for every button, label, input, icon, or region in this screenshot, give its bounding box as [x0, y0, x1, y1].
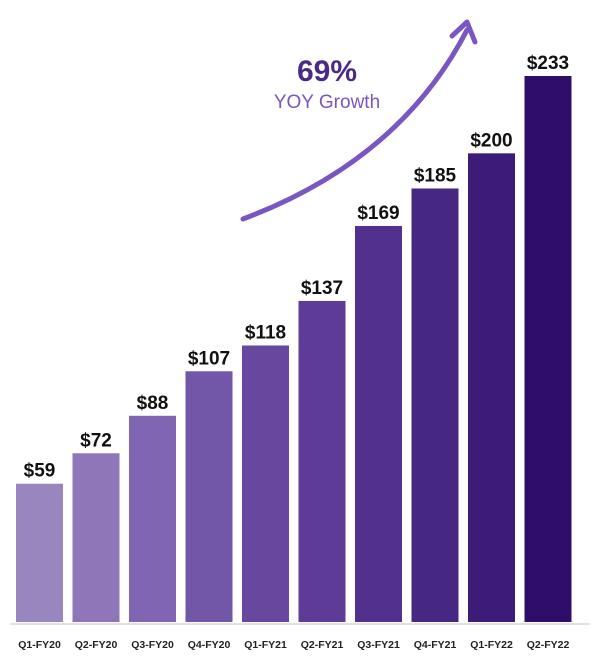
- growth-percent: 69%: [297, 55, 357, 88]
- value-label: $137: [301, 278, 343, 299]
- bar-q4-fy20: [185, 371, 233, 622]
- value-label: $107: [188, 348, 230, 369]
- value-label: $118: [245, 322, 286, 343]
- bar-q1-fy22: [468, 153, 515, 622]
- category-label: Q2-FY22: [527, 639, 570, 651]
- bar-q3-fy21: [355, 225, 402, 622]
- value-label: $233: [527, 53, 569, 74]
- category-label: Q1-FY20: [18, 639, 61, 651]
- value-label: $59: [24, 461, 56, 482]
- value-label: $200: [470, 130, 512, 151]
- growth-label: YOY Growth: [274, 92, 380, 113]
- bar-q2-fy20: [72, 453, 120, 622]
- bar-q4-fy21: [411, 188, 459, 622]
- category-label: Q1-FY21: [244, 639, 287, 651]
- category-label: Q1-FY22: [470, 639, 513, 651]
- value-label: $169: [357, 203, 399, 224]
- category-label: Q2-FY21: [301, 639, 344, 651]
- category-label: Q2-FY20: [75, 639, 118, 651]
- bar-q1-fy21: [242, 345, 289, 622]
- bar-q1-fy20: [16, 483, 63, 622]
- value-labels-group: $59 $72 $88 $107 $118 $137 $169 $185 $200 $233: [24, 53, 569, 482]
- growth-arrow-icon: [240, 27, 470, 222]
- category-label: Q4-FY20: [188, 639, 231, 651]
- value-label: $72: [80, 430, 112, 451]
- arrowhead-icon: [449, 19, 478, 45]
- bars-group: [16, 76, 572, 622]
- growth-annotation: 69% YOY Growth: [240, 19, 478, 222]
- bar-q2-fy22: [524, 76, 572, 622]
- category-label: Q3-FY21: [357, 639, 400, 651]
- bar-q3-fy20: [129, 415, 176, 622]
- category-label: Q4-FY21: [414, 639, 457, 651]
- value-label: $185: [414, 165, 457, 186]
- category-label: Q3-FY20: [131, 639, 174, 651]
- category-labels-group: Q1-FY20 Q2-FY20 Q3-FY20 Q4-FY20 Q1-FY21 Q2-FY…: [18, 639, 569, 651]
- value-label: $88: [137, 393, 169, 414]
- bar-q2-fy21: [298, 300, 346, 622]
